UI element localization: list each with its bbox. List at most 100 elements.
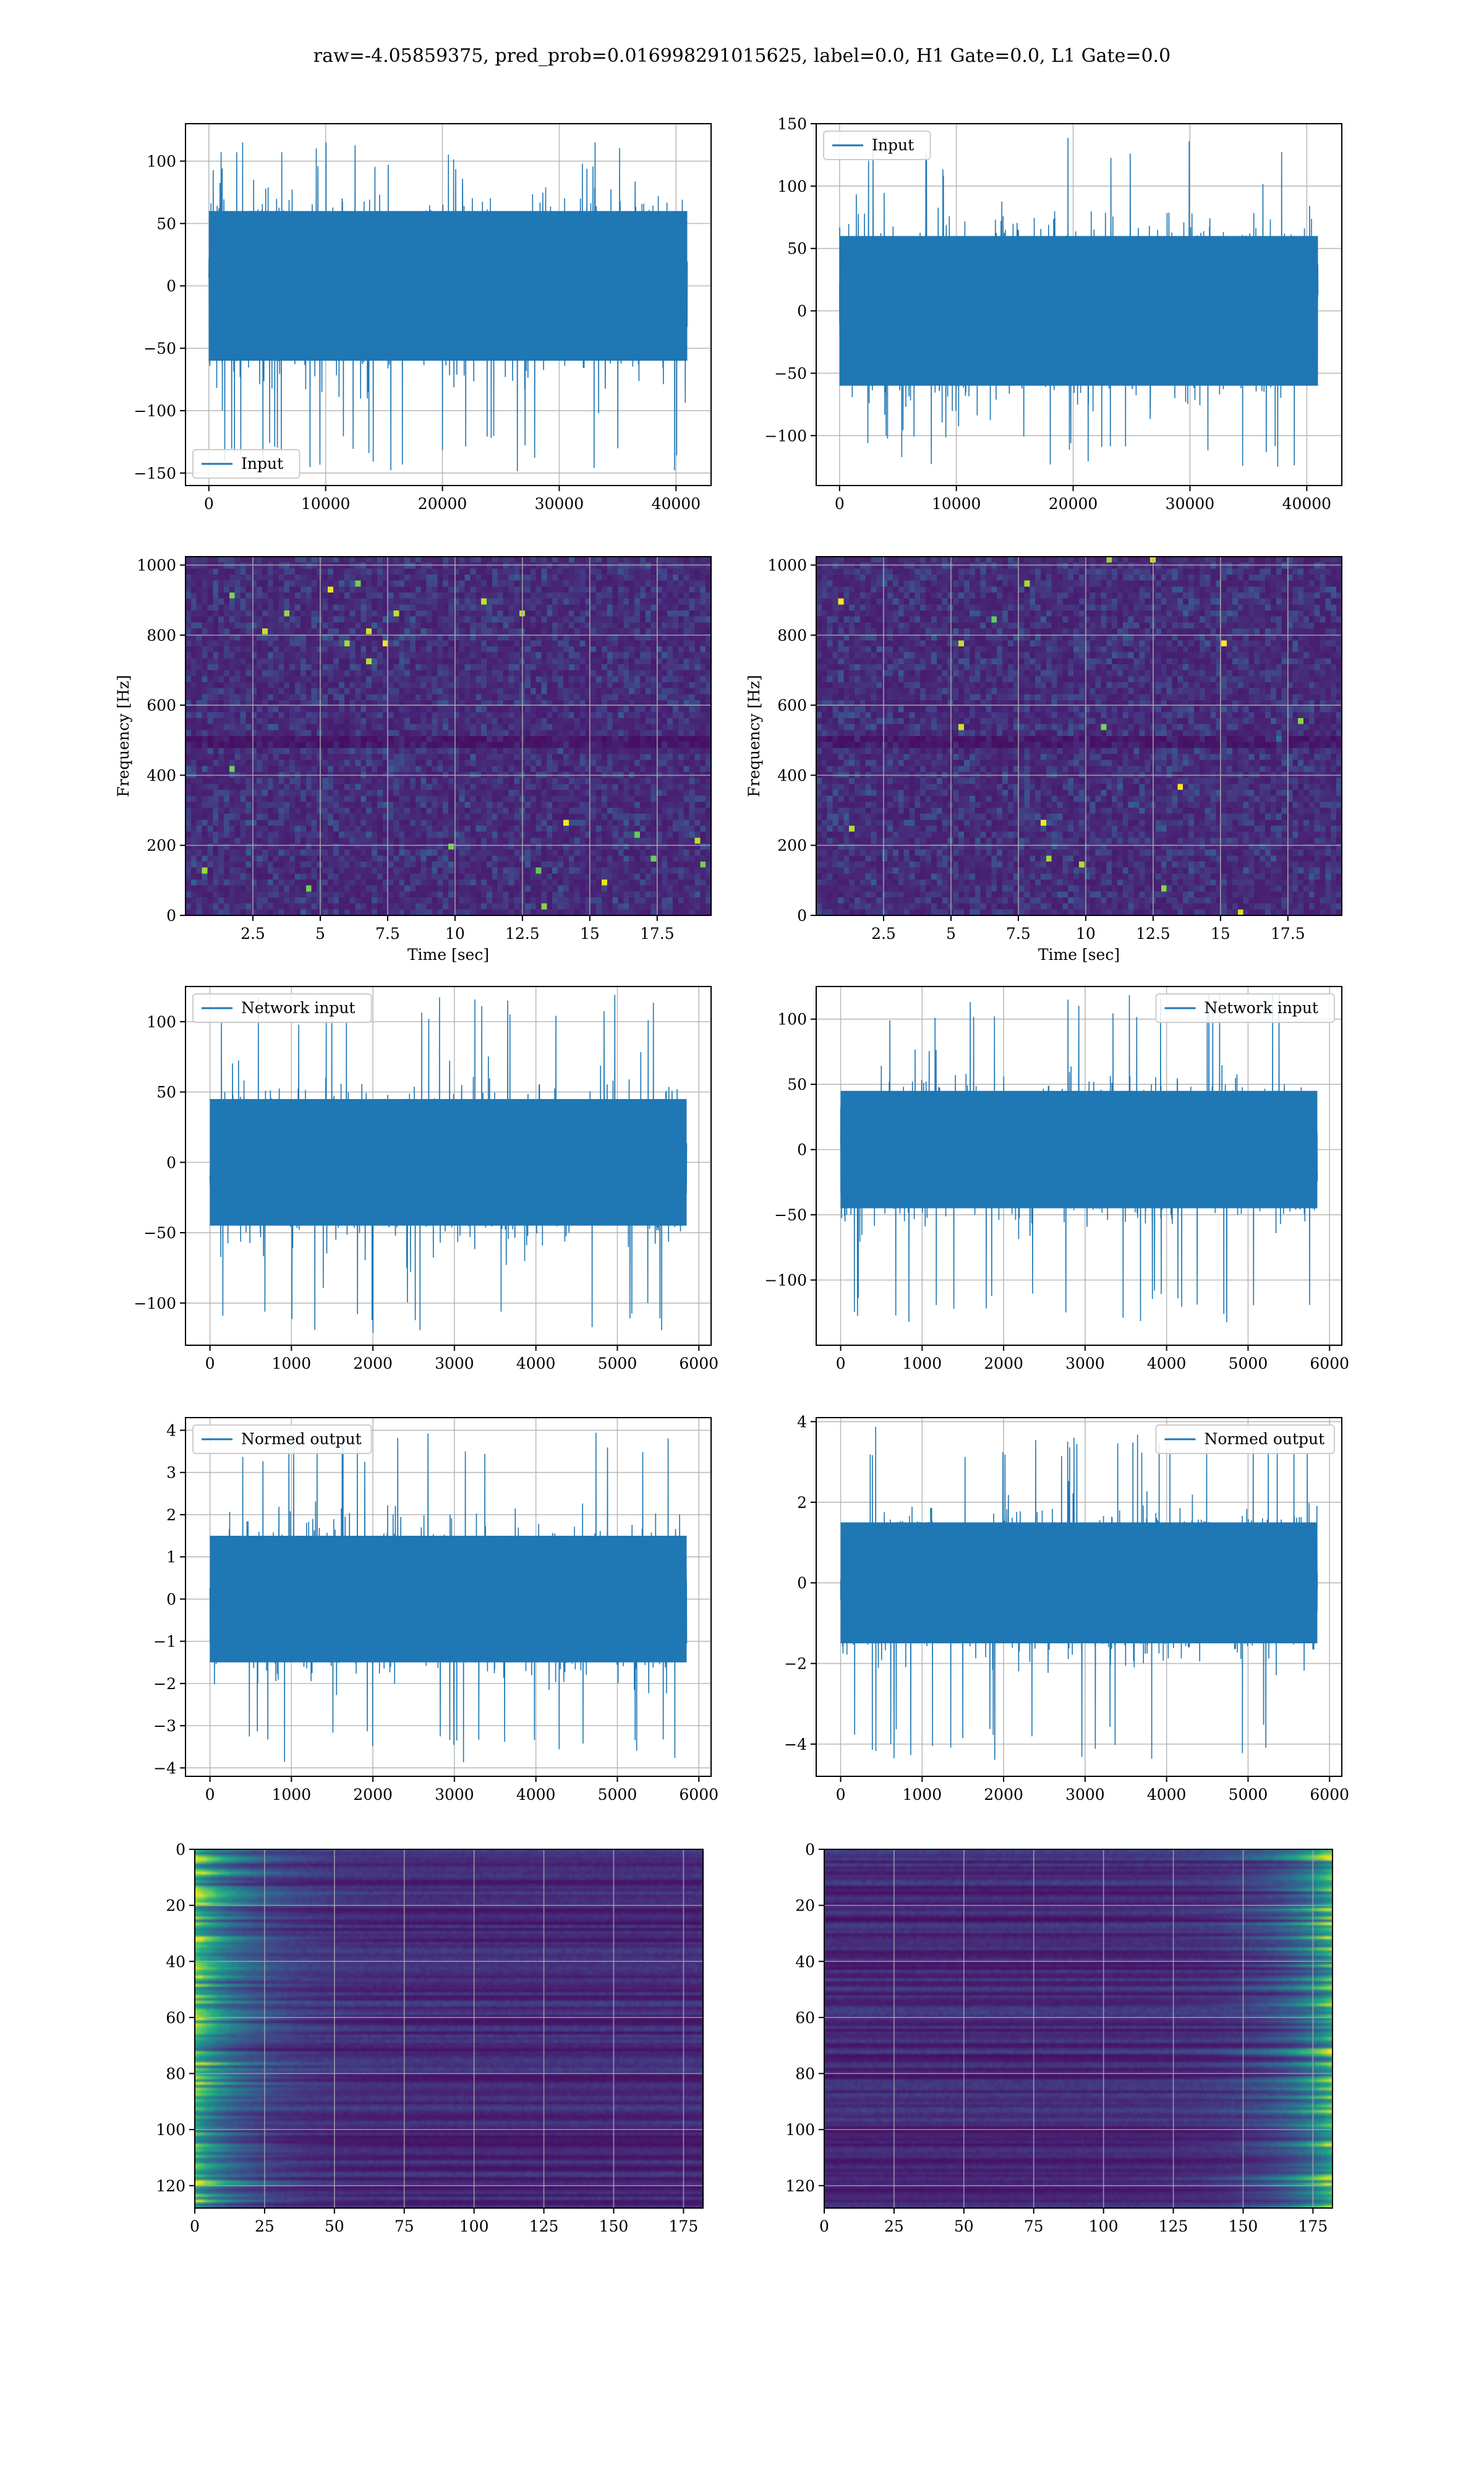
y-tick-label: 60 (166, 2009, 186, 2027)
y-tick-label: 0 (797, 1141, 807, 1159)
legend-box (192, 993, 372, 1023)
axes-frame (185, 556, 712, 916)
x-axis-label: Time [sec] (407, 946, 489, 964)
x-tick-label: 1000 (903, 1786, 942, 1804)
x-tick-label: 3000 (1065, 1786, 1105, 1804)
x-tick-label: 25 (884, 2217, 904, 2235)
x-tick-label: 3000 (435, 1786, 474, 1804)
y-tick-label: 800 (147, 627, 176, 644)
y-tick-label: 0 (797, 1574, 807, 1592)
y-tick-label: 50 (787, 1076, 807, 1094)
legend-box (1155, 1424, 1335, 1454)
y-tick-label: −2 (153, 1675, 176, 1693)
x-tick-label: 2000 (984, 1355, 1023, 1372)
spectrogram-image (816, 557, 1342, 915)
axes-frame (824, 1849, 1333, 2209)
panel-feature-map-left: 0 25 50 75 100 125 150 175 0 20 40 60 80 100 120 (156, 1841, 704, 2235)
legend-label: Input (241, 455, 283, 473)
legend: Normed output (1155, 1424, 1335, 1454)
y-tick-label: 0 (166, 907, 176, 925)
x-tick-label: 2000 (353, 1355, 393, 1372)
y-tick-label: 80 (795, 2065, 815, 2083)
panel-feature-map-right: 0 25 50 75 100 125 150 175 0 20 40 60 80 100 120 (785, 1841, 1333, 2235)
y-tick-label: 0 (176, 1841, 186, 1859)
legend: Network input (1155, 993, 1335, 1023)
x-tick-label: 0 (819, 2217, 829, 2235)
axes-frame (816, 123, 1342, 486)
y-tick-label: 3 (166, 1464, 176, 1482)
feature-map-image (195, 1849, 703, 2208)
x-tick-label: 2000 (353, 1786, 393, 1804)
x-tick-label: 15 (1211, 925, 1230, 943)
x-tick-label: 6000 (679, 1786, 719, 1804)
x-axis-label: Time [sec] (1038, 946, 1120, 964)
y-tick-label: −100 (764, 427, 807, 445)
legend-box (192, 449, 301, 479)
x-tick-label: 100 (1089, 2217, 1119, 2235)
legend-label: Network input (1205, 999, 1318, 1017)
y-tick-label: −150 (134, 464, 176, 482)
x-tick-label: 7.5 (1006, 925, 1031, 943)
legend: Input (823, 131, 931, 160)
x-tick-label: 75 (1024, 2217, 1044, 2235)
x-tick-label: 12.5 (505, 925, 540, 943)
y-tick-label: −4 (784, 1736, 807, 1753)
y-tick-label: −100 (134, 1295, 176, 1312)
legend: Network input (192, 993, 372, 1023)
x-tick-label: 5 (946, 925, 956, 943)
signal-line (840, 993, 1318, 1322)
panel-spectrogram-left: 2.5 5 7.5 10 12.5 15 17.5 0 200 400 600 800 1000 Time… (114, 556, 712, 964)
y-tick-label: 0 (166, 1590, 176, 1608)
y-tick-label: −3 (153, 1717, 176, 1735)
signal-line (209, 1431, 688, 1763)
x-tick-label: 4000 (516, 1355, 556, 1372)
y-tick-label: 80 (166, 2065, 186, 2083)
x-tick-label: 15 (580, 925, 600, 943)
x-tick-label: 20000 (418, 495, 467, 513)
x-tick-label: 3000 (1065, 1355, 1105, 1372)
legend-box (1155, 993, 1335, 1023)
y-tick-label: 20 (795, 1897, 815, 1915)
y-tick-label: 50 (156, 1084, 176, 1102)
x-tick-label: 12.5 (1136, 925, 1171, 943)
y-tick-label: 100 (777, 178, 807, 195)
y-tick-label: −2 (784, 1655, 807, 1673)
legend-label: Network input (241, 999, 355, 1017)
panel-input-right: 0 10000 20000 30000 40000 −100 −50 0 50 100 150 Inp… (764, 115, 1342, 513)
x-tick-label: 0 (835, 495, 845, 513)
y-tick-label: 1000 (137, 557, 176, 575)
x-tick-label: 10 (445, 925, 465, 943)
y-axis-label: Frequency [Hz] (745, 675, 763, 797)
y-tick-label: 1000 (767, 557, 807, 575)
x-tick-label: 10000 (932, 495, 981, 513)
x-tick-label: 1000 (903, 1355, 942, 1372)
x-tick-label: 0 (836, 1786, 846, 1804)
axes-frame (185, 123, 712, 486)
x-tick-label: 0 (204, 495, 214, 513)
y-tick-label: 0 (166, 277, 176, 295)
axes-frame (816, 1417, 1342, 1777)
panel-spectrogram-right: 2.5 5 7.5 10 12.5 15 17.5 0 200 400 600 800 1000 Time… (745, 556, 1342, 964)
y-tick-label: 40 (166, 1953, 186, 1971)
legend-label: Normed output (1205, 1430, 1325, 1448)
y-tick-label: 0 (805, 1841, 815, 1859)
x-tick-label: 5 (315, 925, 325, 943)
y-tick-label: 4 (166, 1421, 176, 1439)
x-tick-label: 4000 (516, 1786, 556, 1804)
x-tick-label: 25 (255, 2217, 275, 2235)
y-axis-label: Frequency [Hz] (114, 675, 132, 797)
y-tick-label: −50 (143, 340, 176, 357)
legend: Normed output (192, 1424, 372, 1454)
y-tick-label: −50 (774, 364, 807, 382)
x-tick-label: 40000 (1282, 495, 1332, 513)
y-tick-label: 100 (156, 2121, 186, 2139)
panel-network-input-left: 0 1000 2000 3000 4000 5000 6000 −100 −50 0 50 100 Ne… (134, 986, 719, 1372)
x-tick-label: 6000 (1310, 1355, 1349, 1372)
x-tick-label: 6000 (1310, 1786, 1349, 1804)
y-tick-label: 200 (147, 837, 176, 855)
legend-label: Normed output (241, 1430, 362, 1448)
y-tick-label: 60 (795, 2009, 815, 2027)
x-tick-label: 125 (1159, 2217, 1188, 2235)
axes-frame (185, 1417, 712, 1777)
panels: 0 10000 20000 30000 40000−150−100−50050100In… (114, 115, 1349, 2235)
